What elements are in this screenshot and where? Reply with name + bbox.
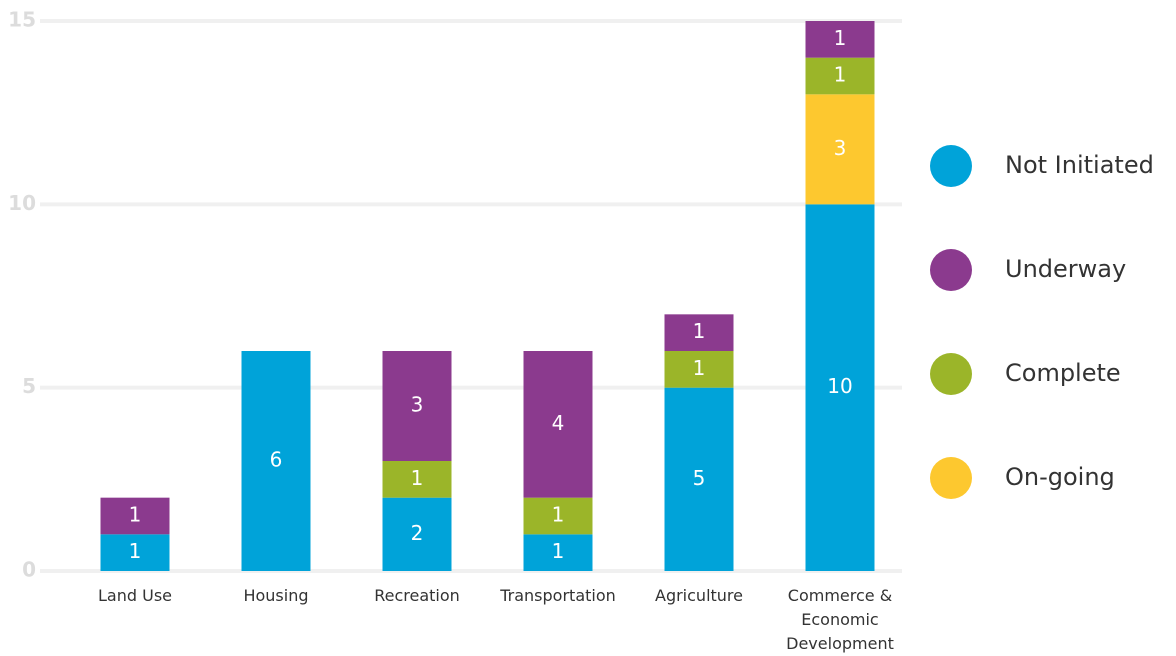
bar-segment	[100, 534, 170, 571]
legend-swatch	[930, 457, 972, 499]
bar-segment	[523, 351, 593, 498]
x-tick-label: Land Use	[98, 586, 172, 605]
y-tick-label: 15	[8, 8, 36, 32]
value-label: 1	[129, 539, 142, 563]
value-label: 4	[552, 411, 565, 435]
x-tick-label: Recreation	[374, 586, 460, 605]
bar-segment	[241, 351, 311, 571]
value-label: 2	[411, 521, 424, 545]
value-label: 3	[834, 136, 847, 160]
bar-segment	[100, 497, 170, 535]
value-label: 3	[411, 393, 424, 417]
bar-segment	[805, 57, 875, 95]
y-tick-label: 0	[22, 558, 36, 582]
bar-segment	[523, 497, 593, 535]
bar-segment	[382, 461, 452, 498]
legend-swatch	[930, 249, 972, 291]
x-tick-label: Agriculture	[655, 586, 743, 605]
value-label: 1	[552, 503, 565, 527]
legend-swatch	[930, 353, 972, 395]
bar-segment	[664, 351, 734, 388]
value-label: 1	[129, 503, 142, 527]
value-label: 5	[693, 466, 706, 490]
legend-swatch	[930, 145, 972, 187]
value-label: 1	[834, 26, 847, 50]
value-label: 1	[693, 356, 706, 380]
value-label: 1	[411, 466, 424, 490]
value-label: 6	[270, 448, 283, 472]
value-label: 10	[827, 374, 852, 398]
bar-segment	[382, 351, 452, 461]
x-tick-label: Housing	[243, 586, 309, 605]
legend-label: Not Initiated	[1005, 151, 1154, 179]
bar-segment	[382, 497, 452, 571]
bar-segment	[523, 534, 593, 571]
value-label: 1	[834, 63, 847, 87]
legend-label: On-going	[1005, 463, 1115, 491]
y-tick-label: 10	[8, 191, 36, 215]
value-label: 1	[693, 319, 706, 343]
value-label: 1	[552, 539, 565, 563]
x-tick-label: Commerce & Economic Development	[786, 586, 894, 653]
legend-label: Underway	[1005, 255, 1126, 283]
x-tick-label: Transportation	[500, 586, 616, 605]
bar-segment	[664, 387, 734, 571]
bar-segment	[805, 21, 875, 58]
y-tick-label: 5	[22, 374, 36, 398]
bar-segment	[664, 314, 734, 351]
legend-label: Complete	[1005, 359, 1121, 387]
bar-segment	[805, 204, 875, 572]
bar-segment	[805, 94, 875, 205]
